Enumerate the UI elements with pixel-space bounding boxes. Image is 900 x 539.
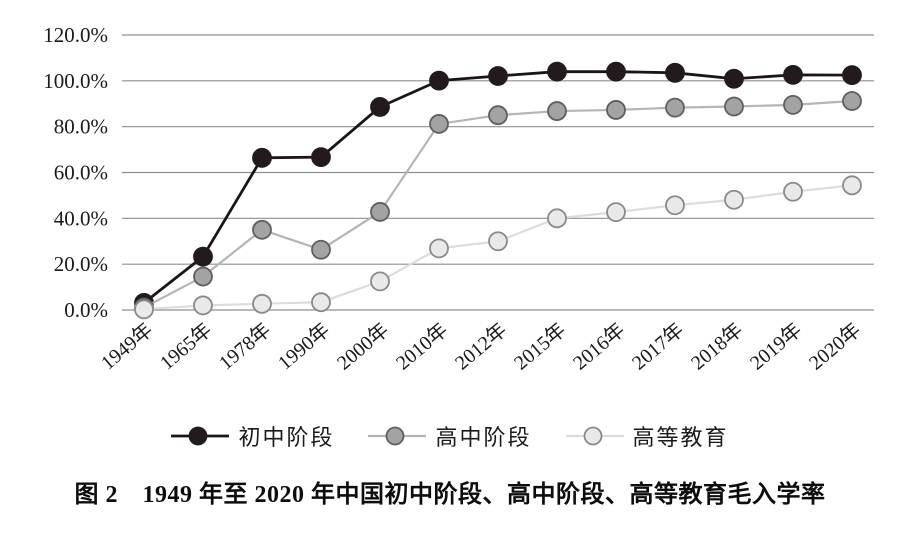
x-axis-tick-label: 1990年 xyxy=(273,318,334,374)
data-point-marker-senior-secondary xyxy=(547,101,567,121)
x-axis-tick-label: 2020年 xyxy=(804,318,865,374)
data-point-marker-junior-secondary xyxy=(842,65,862,86)
data-point-marker-senior-secondary xyxy=(665,97,685,118)
x-axis-tick-label: 2012年 xyxy=(450,318,511,374)
legend-item-junior-secondary: 初中阶段 xyxy=(171,420,334,452)
x-axis-tick-label: 2017年 xyxy=(627,318,688,374)
data-point-marker-junior-secondary xyxy=(429,70,449,91)
y-axis-tick-label: 100.0% xyxy=(43,69,108,93)
data-point-marker-higher-education xyxy=(842,175,862,196)
data-point-marker-higher-education xyxy=(311,292,331,313)
x-axis-tick-label: 2018年 xyxy=(686,318,747,374)
x-axis-tick-label: 2015年 xyxy=(509,318,570,374)
chart-legend: 初中阶段 高中阶段 高等教育 xyxy=(0,410,900,462)
data-point-marker-senior-secondary xyxy=(311,239,331,260)
data-point-marker-senior-secondary xyxy=(370,202,390,222)
data-series-layer xyxy=(134,61,862,320)
y-axis-tick-label: 120.0% xyxy=(43,23,108,47)
data-point-marker-senior-secondary xyxy=(429,114,449,134)
x-axis-tick-label: 1965年 xyxy=(155,318,216,374)
data-point-marker-higher-education xyxy=(193,295,213,316)
y-axis-tick-label: 80.0% xyxy=(54,115,108,139)
legend-label: 高中阶段 xyxy=(435,425,532,450)
data-point-marker-higher-education xyxy=(429,238,449,259)
data-point-marker-higher-education xyxy=(547,208,567,229)
data-point-marker-junior-secondary xyxy=(193,246,213,267)
data-point-marker-senior-secondary xyxy=(724,96,744,117)
data-point-marker-junior-secondary xyxy=(547,61,567,82)
figure-caption: 图 2 1949 年至 2020 年中国初中阶段、高中阶段、高等教育毛入学率 xyxy=(74,482,826,508)
legend-circle xyxy=(386,426,405,446)
legend-circle xyxy=(189,426,208,446)
data-point-marker-senior-secondary xyxy=(252,219,272,240)
data-point-marker-higher-education xyxy=(488,231,508,252)
legend-item-higher-education: 高等教育 xyxy=(565,420,729,452)
data-point-marker-higher-education xyxy=(783,181,803,202)
data-point-marker-higher-education xyxy=(134,299,154,320)
data-point-marker-higher-education xyxy=(606,202,626,223)
x-axis-tick-label: 2000年 xyxy=(332,318,393,374)
legend-label: 高等教育 xyxy=(632,425,729,450)
legend-circle xyxy=(583,426,602,446)
data-point-marker-senior-secondary xyxy=(783,94,803,115)
data-point-marker-junior-secondary xyxy=(370,97,390,117)
legend-marker-icon xyxy=(368,426,427,446)
data-point-marker-junior-secondary xyxy=(783,64,803,85)
y-axis-tick-label: 20.0% xyxy=(54,252,108,276)
data-point-marker-senior-secondary xyxy=(193,266,213,287)
y-axis-tick-label: 0.0% xyxy=(64,298,108,322)
data-point-marker-junior-secondary xyxy=(252,147,272,168)
data-point-marker-junior-secondary xyxy=(311,147,331,168)
series-line-senior-secondary xyxy=(143,99,853,309)
x-axis-tick-label: 2019年 xyxy=(745,318,806,374)
data-point-marker-higher-education xyxy=(370,271,390,292)
data-point-marker-junior-secondary xyxy=(665,62,685,83)
x-axis-tick-label: 2016年 xyxy=(568,318,629,374)
line-chart: 0.0% 20.0% 40.0% 60.0% 80.0% 100.0% 120.0% 194… xyxy=(43,23,874,374)
data-point-marker-higher-education xyxy=(665,195,685,216)
x-axis-tick-labels: 1949年1965年1978年1990年2000年2010年2012年2015年… xyxy=(96,318,865,374)
legend-marker-icon xyxy=(565,426,624,446)
data-point-marker-junior-secondary xyxy=(724,68,744,89)
data-point-marker-junior-secondary xyxy=(488,66,508,86)
legend-label: 初中阶段 xyxy=(238,425,335,450)
legend-marker-icon xyxy=(171,426,230,446)
x-axis-tick-label: 1978年 xyxy=(214,318,275,374)
data-point-marker-higher-education xyxy=(724,189,744,210)
y-axis-tick-label: 40.0% xyxy=(54,206,108,230)
data-point-marker-senior-secondary xyxy=(488,105,508,126)
data-point-marker-junior-secondary xyxy=(606,61,626,82)
y-axis-tick-label: 60.0% xyxy=(54,161,108,185)
data-point-marker-senior-secondary xyxy=(606,100,626,120)
data-point-marker-higher-education xyxy=(252,293,272,314)
x-axis-tick-label: 2010年 xyxy=(391,318,452,374)
legend-item-senior-secondary: 高中阶段 xyxy=(368,420,531,452)
x-axis-tick-label: 1949年 xyxy=(96,318,157,374)
data-point-marker-senior-secondary xyxy=(842,91,862,111)
y-axis-tick-labels: 0.0% 20.0% 40.0% 60.0% 80.0% 100.0% 120.0% xyxy=(43,23,108,322)
